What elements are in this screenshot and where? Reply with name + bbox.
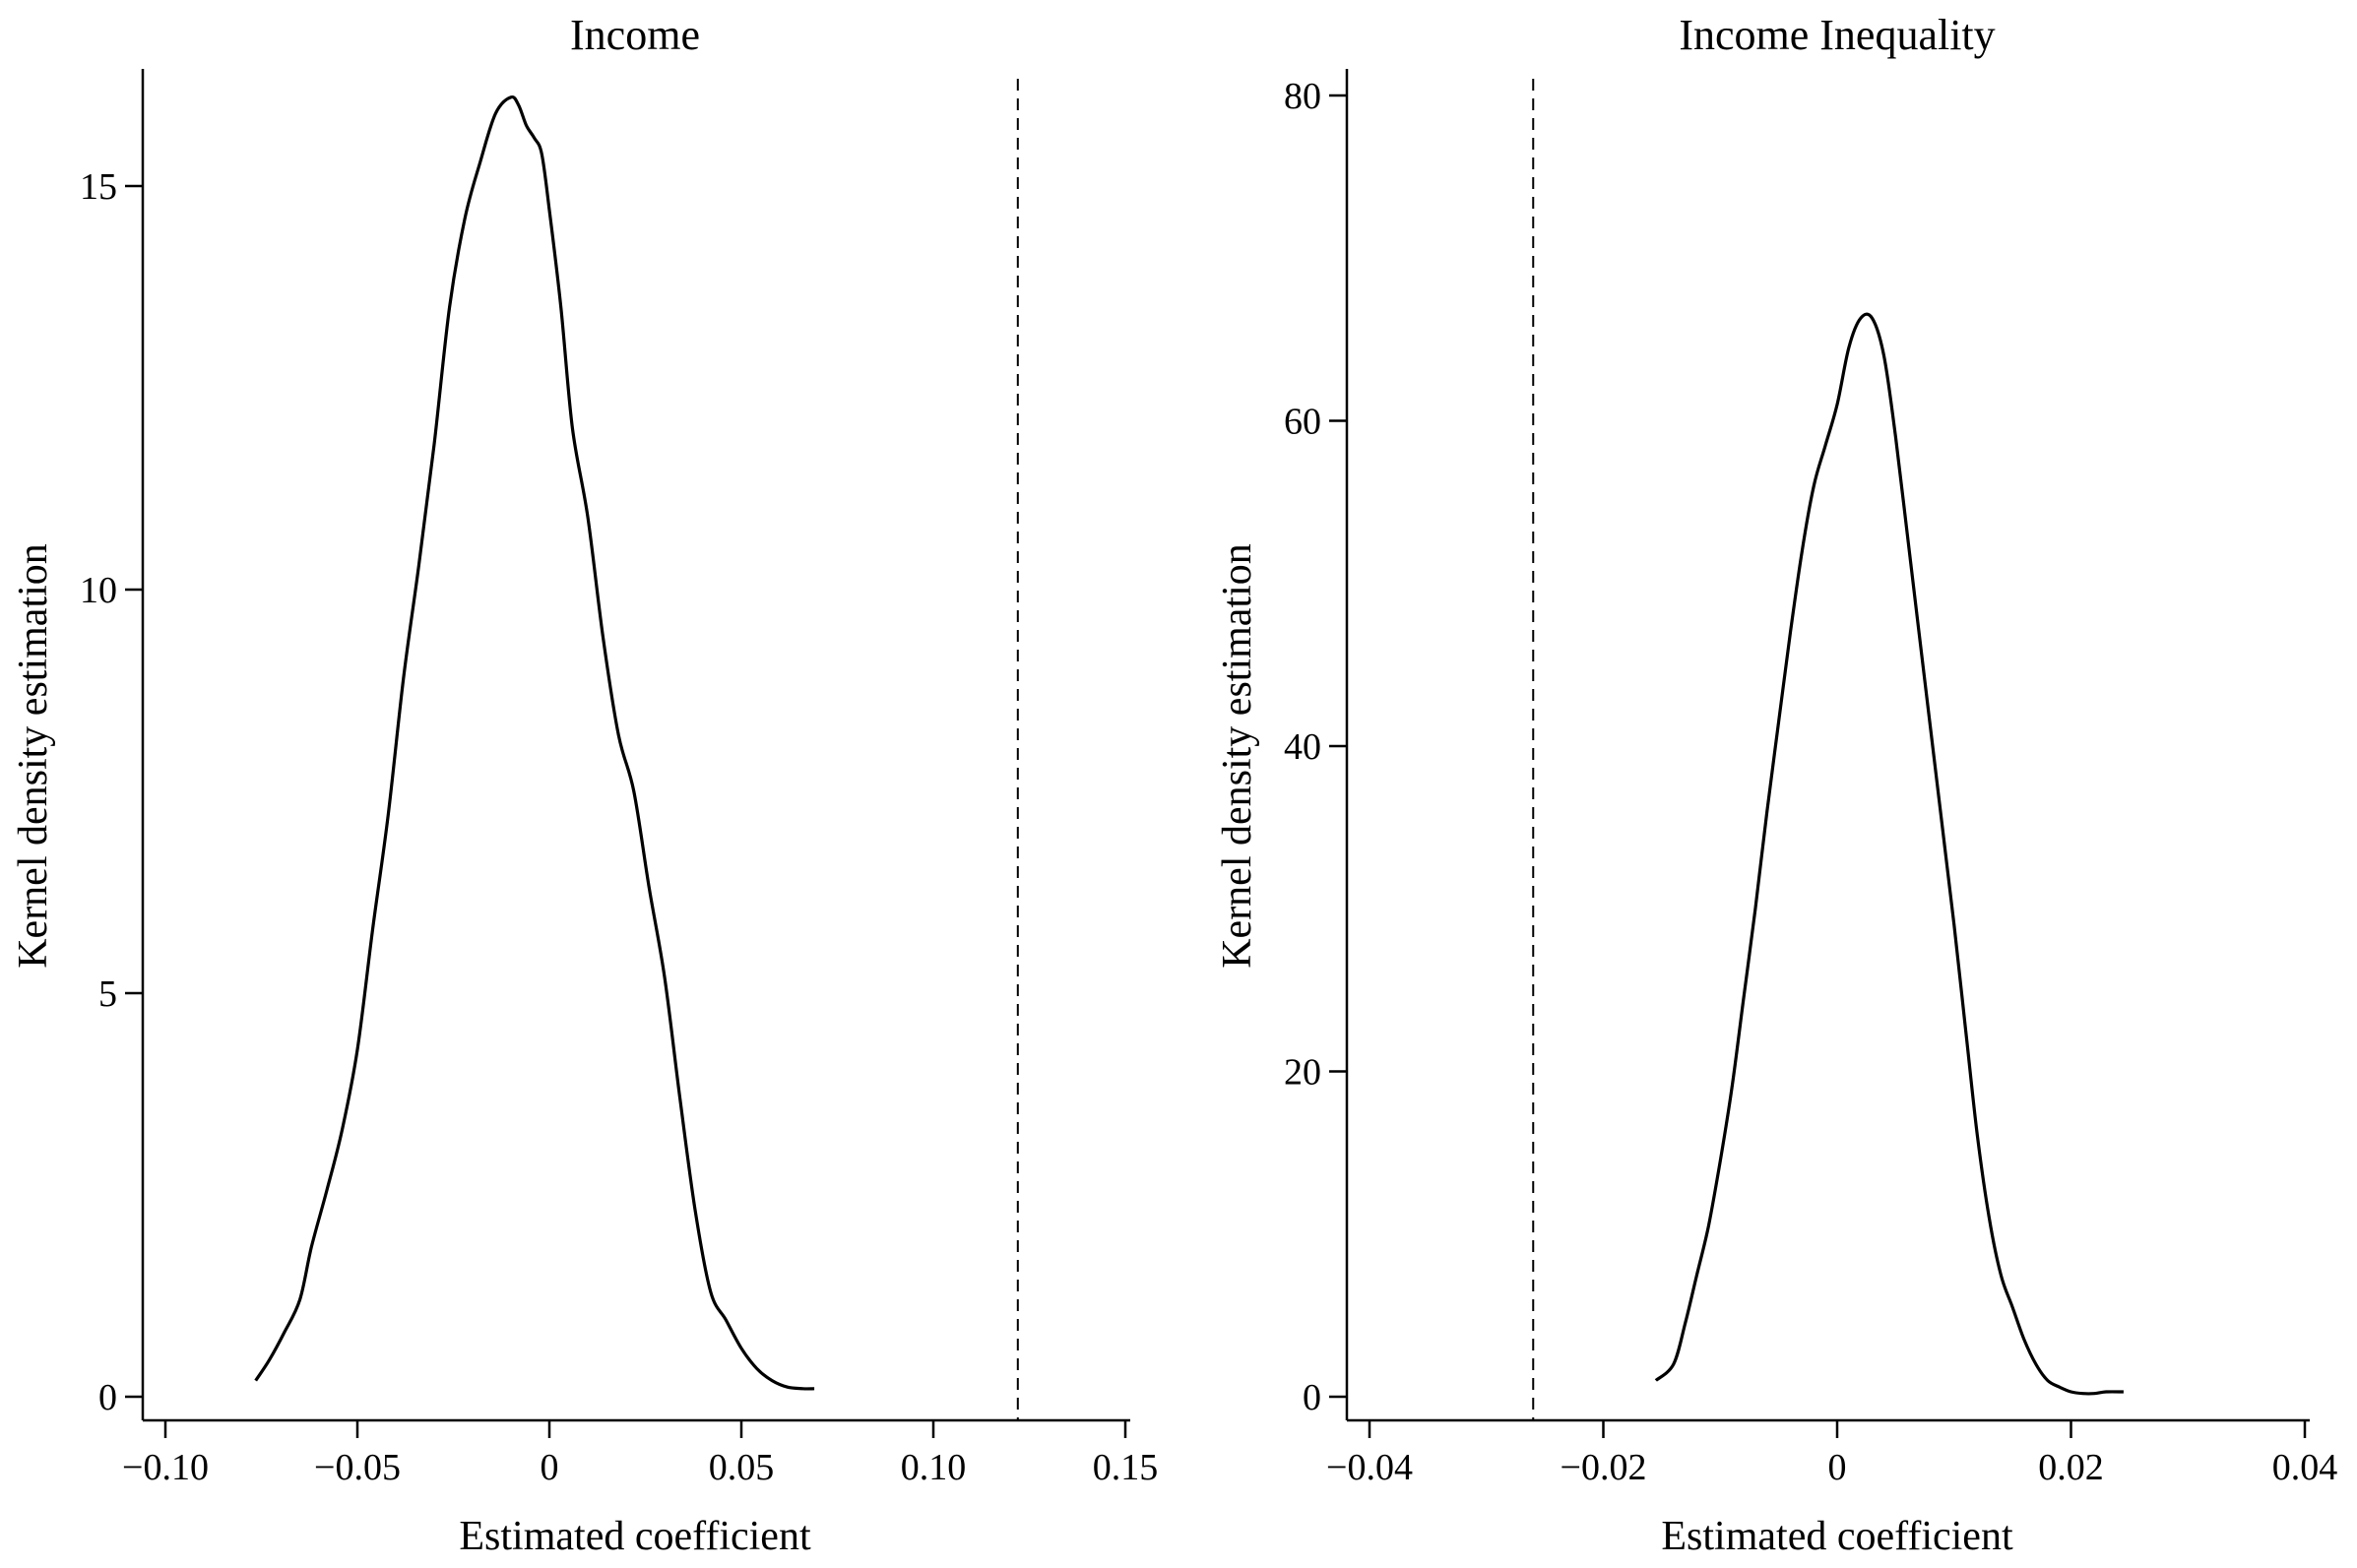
panel-income-inequality-marks (1532, 79, 2124, 1420)
panel-income-marks (254, 79, 1019, 1420)
panel-income: Income Estimated coefficient Kernel dens… (11, 11, 1158, 1559)
panel-income-inequality: Income Inequality Estimated coefficient … (1215, 11, 2337, 1559)
panel-income-inequality-title: Income Inequality (1679, 11, 1995, 59)
y-tick-label: 0 (1303, 1377, 1321, 1418)
x-tick-label: 0.04 (2272, 1447, 2338, 1488)
panel-income-ylabel: Kernel density estimation (11, 543, 56, 969)
y-tick-label: 80 (1284, 76, 1321, 117)
x-tick-label: −0.10 (122, 1447, 209, 1488)
x-tick-label: 0 (541, 1447, 559, 1488)
y-tick-label: 5 (98, 973, 117, 1015)
y-tick-label: 60 (1284, 402, 1321, 443)
y-tick-label: 15 (80, 166, 117, 208)
x-tick-label: 0 (1828, 1447, 1847, 1488)
x-tick-label: −0.02 (1561, 1447, 1647, 1488)
x-tick-label: 0.15 (1093, 1447, 1159, 1488)
panel-income-xlabel: Estimated coefficient (459, 1514, 811, 1559)
y-tick-label: 20 (1284, 1052, 1321, 1094)
panel-income-title: Income (570, 11, 700, 59)
x-tick-label: −0.04 (1326, 1447, 1413, 1488)
panel-income-inequality-xlabel: Estimated coefficient (1661, 1514, 2013, 1559)
y-tick-label: 10 (80, 570, 117, 611)
density-curve (1654, 312, 2124, 1396)
panel-income-inequality-axes: −0.04 −0.02 0 0.02 0.04 0 20 40 60 80 (1284, 69, 2337, 1488)
x-tick-label: −0.05 (314, 1447, 401, 1488)
x-tick-label: 0.02 (2038, 1447, 2104, 1488)
y-tick-label: 0 (98, 1377, 117, 1418)
x-tick-label: 0.05 (709, 1447, 775, 1488)
x-tick-label: 0.10 (901, 1447, 967, 1488)
y-tick-label: 40 (1284, 726, 1321, 768)
density-curve (254, 94, 815, 1391)
panel-income-axes: −0.10 −0.05 0 0.05 0.10 0.15 0 5 10 15 (80, 69, 1158, 1488)
panel-income-inequality-ylabel: Kernel density estimation (1215, 543, 1260, 969)
